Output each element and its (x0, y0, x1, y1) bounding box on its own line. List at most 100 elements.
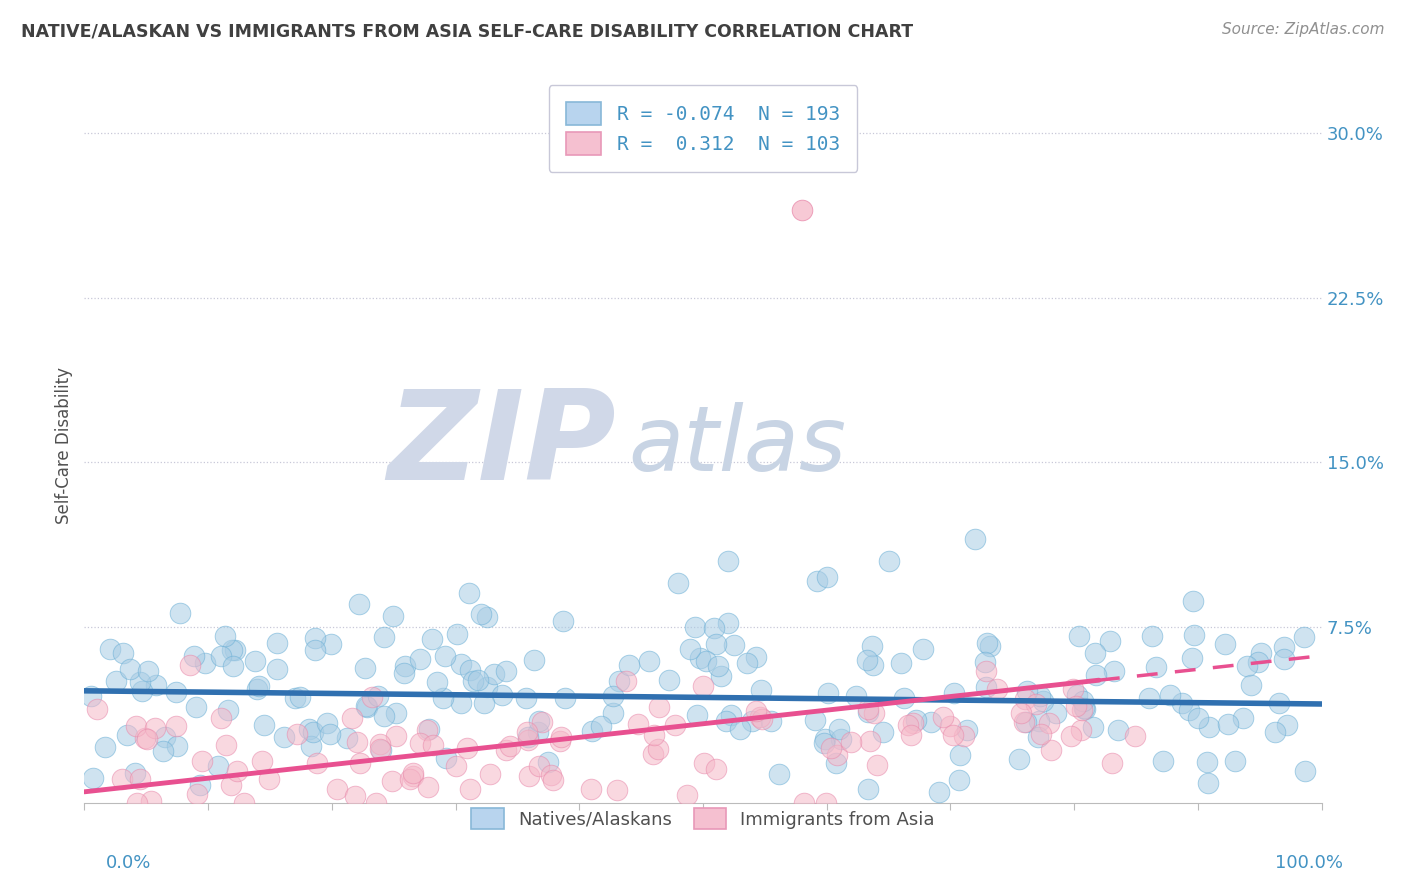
Point (86, 702, 108, 716)
Point (1014, 692, 1036, 706)
Point (491, 688, 513, 702)
Point (495, 743, 517, 757)
Point (115, 728, 138, 742)
Point (266, 636, 288, 650)
Point (537, 755, 560, 769)
Point (735, 656, 758, 670)
Point (191, 754, 214, 768)
Point (716, 714, 738, 729)
Point (817, 686, 839, 700)
Point (394, 659, 416, 673)
Point (717, 554, 740, 568)
Point (614, 673, 637, 688)
Point (402, 766, 425, 780)
Point (356, 700, 378, 714)
Point (1008, 752, 1031, 766)
Point (658, 673, 681, 688)
Point (446, 627, 468, 641)
Point (1029, 727, 1052, 741)
Point (209, 711, 232, 725)
Point (976, 635, 998, 649)
Point (643, 747, 665, 761)
Point (1197, 756, 1219, 770)
Point (602, 690, 624, 704)
Point (855, 653, 877, 667)
Point (458, 586, 481, 600)
Point (165, 719, 187, 733)
Point (1294, 764, 1316, 778)
Point (897, 717, 920, 731)
Point (217, 703, 239, 717)
Point (499, 739, 522, 753)
Point (579, 781, 602, 796)
Point (344, 789, 367, 803)
Point (247, 679, 270, 693)
Point (637, 654, 659, 668)
Point (1038, 716, 1060, 731)
Point (166, 739, 188, 753)
Point (136, 664, 159, 678)
Point (1070, 723, 1092, 738)
Point (627, 716, 650, 731)
Point (145, 678, 167, 692)
Point (124, 766, 146, 780)
Point (219, 778, 242, 792)
Point (179, 657, 201, 672)
Point (550, 730, 572, 744)
Point (974, 655, 997, 669)
Point (676, 789, 699, 803)
Point (321, 636, 343, 650)
Point (373, 709, 395, 723)
Point (939, 719, 962, 733)
Point (804, 714, 827, 728)
Point (893, 690, 915, 705)
Point (298, 723, 321, 737)
Point (877, 554, 900, 568)
Point (589, 719, 612, 733)
Point (526, 725, 548, 739)
Point (184, 700, 207, 714)
Point (165, 684, 187, 698)
Point (1137, 691, 1160, 706)
Point (207, 759, 229, 773)
Point (402, 769, 425, 783)
Point (1012, 714, 1035, 729)
Point (814, 731, 837, 746)
Point (841, 735, 863, 749)
Point (723, 638, 745, 652)
Point (1073, 702, 1095, 716)
Point (517, 769, 540, 783)
Point (367, 690, 389, 704)
Point (965, 533, 987, 547)
Point (707, 659, 730, 673)
Point (125, 796, 148, 810)
Point (482, 667, 505, 681)
Point (581, 723, 603, 738)
Point (346, 734, 368, 748)
Point (685, 620, 707, 634)
Point (368, 737, 391, 751)
Point (858, 702, 880, 716)
Point (381, 609, 404, 624)
Point (1223, 754, 1246, 768)
Point (273, 730, 295, 744)
Point (463, 674, 485, 689)
Point (825, 748, 848, 763)
Point (1083, 720, 1105, 734)
Point (186, 787, 208, 801)
Point (1187, 710, 1209, 724)
Point (745, 704, 768, 718)
Point (1073, 701, 1095, 715)
Point (141, 794, 163, 808)
Point (856, 781, 879, 796)
Point (364, 796, 387, 810)
Point (1197, 775, 1219, 789)
Point (136, 731, 159, 746)
Point (470, 607, 492, 621)
Point (860, 639, 883, 653)
Point (450, 657, 472, 671)
Point (1104, 665, 1126, 679)
Point (1180, 650, 1202, 665)
Point (901, 716, 924, 731)
Point (1066, 689, 1088, 703)
